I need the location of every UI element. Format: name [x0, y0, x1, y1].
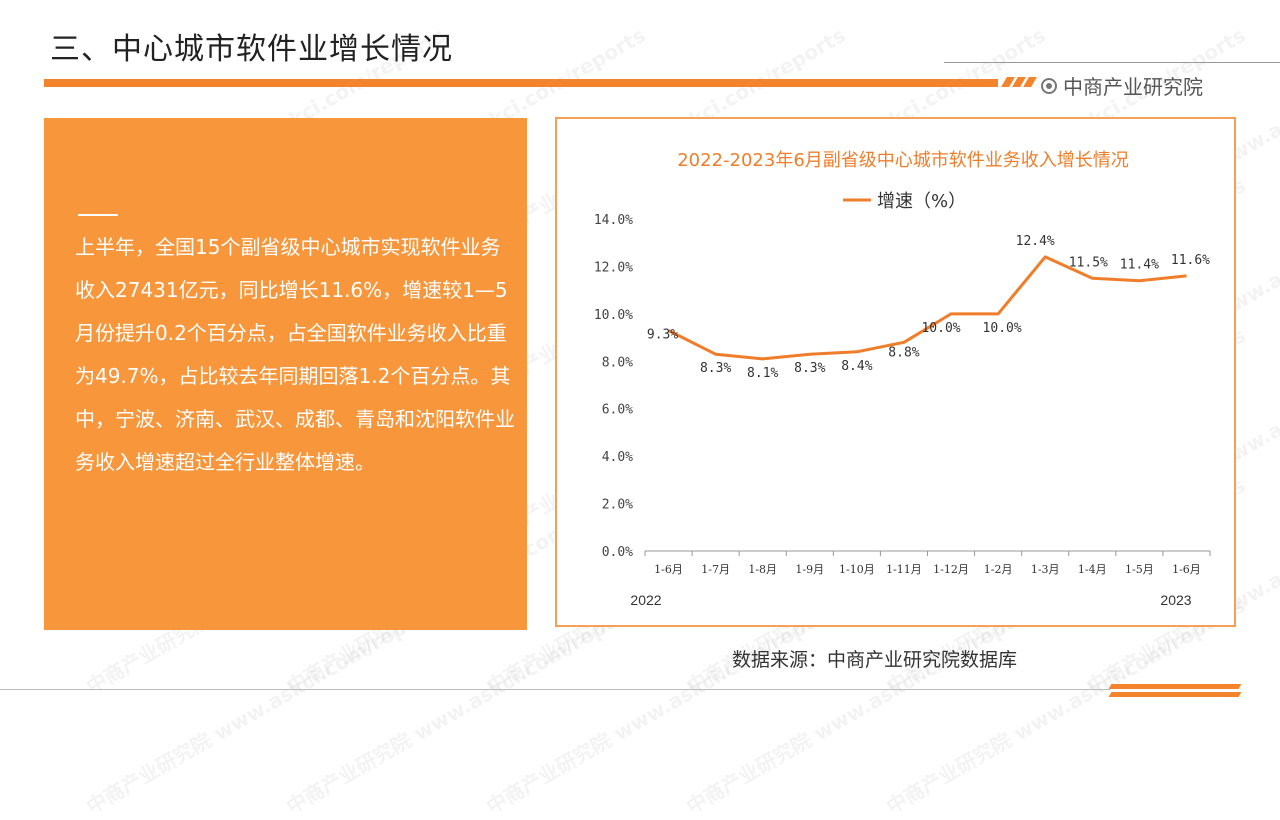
data-label: 8.3% [700, 361, 731, 376]
x-tick-label: 1-12月 [933, 563, 969, 576]
x-tick-label: 1-6月 [1172, 563, 1201, 576]
data-label: 8.8% [888, 345, 919, 360]
y-tick-label: 12.0% [594, 260, 633, 275]
data-label: 8.4% [841, 359, 872, 374]
data-label: 10.0% [921, 321, 960, 336]
year-label-2023: 2023 [1160, 592, 1191, 608]
data-label: 11.5% [1069, 255, 1108, 270]
y-tick-label: 4.0% [602, 450, 633, 465]
y-tick-label: 10.0% [594, 308, 633, 323]
page-title: 三、中心城市软件业增长情况 [50, 24, 453, 68]
y-tick-label: 0.0% [602, 545, 633, 560]
x-tick-label: 1-11月 [886, 563, 922, 576]
header-decor-line [944, 62, 1280, 63]
x-tick-label: 1-6月 [654, 563, 683, 576]
title-underline [44, 79, 998, 87]
chart-title: 2022-2023年6月副省级中心城市软件业务收入增长情况 [677, 150, 1129, 171]
series-line [669, 257, 1187, 359]
y-tick-label: 14.0% [594, 213, 633, 228]
x-tick-label: 1-2月 [984, 563, 1013, 576]
x-tick-label: 1-9月 [795, 563, 824, 576]
x-tick-label: 1-3月 [1031, 563, 1060, 576]
x-tick-label: 1-10月 [839, 563, 875, 576]
y-tick-label: 6.0% [602, 403, 633, 418]
x-tick-label: 1-7月 [701, 563, 730, 576]
year-label-2022: 2022 [630, 592, 661, 608]
data-label: 11.6% [1171, 253, 1210, 268]
brand-name: 中商产业研究院 [1063, 71, 1203, 100]
data-source: 数据来源：中商产业研究院数据库 [732, 645, 1017, 672]
data-label: 9.3% [647, 327, 678, 342]
summary-text: 上半年，全国15个副省级中心城市实现软件业务收入27431亿元，同比增长11.6… [75, 226, 515, 484]
brand-logo: 中商产业研究院 [1041, 71, 1203, 100]
y-tick-label: 8.0% [602, 355, 633, 370]
brand-circle-icon [1041, 78, 1057, 94]
data-label: 11.4% [1120, 258, 1159, 273]
x-tick-label: 1-8月 [748, 563, 777, 576]
footer-stripes [1110, 680, 1250, 704]
legend-label: 增速（%） [877, 191, 966, 212]
data-label: 8.3% [794, 361, 825, 376]
data-label: 8.1% [747, 366, 778, 381]
x-tick-label: 1-5月 [1125, 563, 1154, 576]
data-label: 10.0% [983, 321, 1022, 336]
footer-line [0, 689, 1110, 690]
header-stripes [1000, 77, 1036, 89]
x-tick-label: 1-4月 [1078, 563, 1107, 576]
data-label: 12.4% [1016, 234, 1055, 249]
panel-dash-decor [78, 214, 118, 216]
y-tick-label: 2.0% [602, 498, 633, 513]
